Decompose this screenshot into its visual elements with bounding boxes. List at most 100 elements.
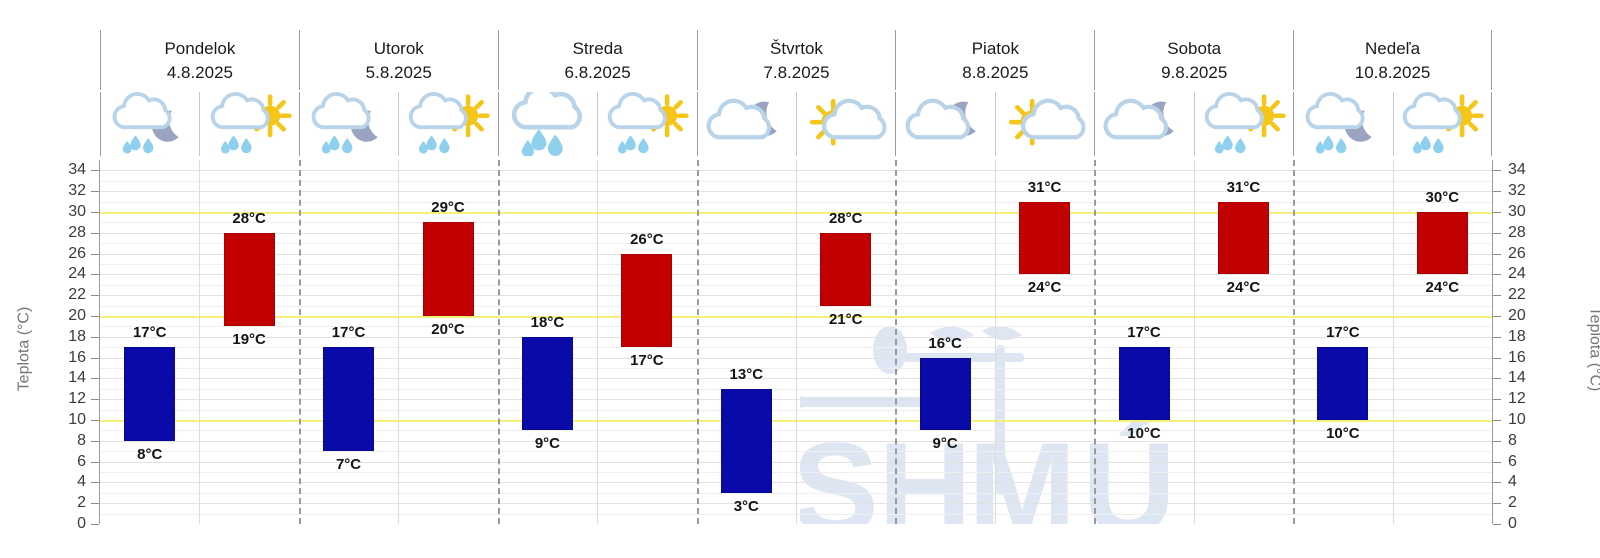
rain-cloud-sun-icon bbox=[1392, 92, 1492, 156]
y-tick-label-right-18: 18 bbox=[1508, 327, 1526, 345]
bar-low-label-day-štvrtok: 21°C bbox=[828, 310, 863, 328]
bar-low-label-night-pondelok: 8°C bbox=[137, 445, 163, 463]
temperature-bar-night-pondelok bbox=[124, 347, 176, 441]
bar-low-label-day-utorok: 20°C bbox=[431, 321, 465, 338]
y-tick-label-left-0: 0 bbox=[77, 515, 86, 532]
day-separator-6 bbox=[1293, 160, 1296, 524]
temperature-bar-night-nedeľa bbox=[1317, 347, 1369, 420]
y-tick-label-right-26: 26 bbox=[1508, 244, 1526, 262]
y-tick-left-28 bbox=[91, 232, 99, 234]
y-tick-label-right-6: 6 bbox=[1508, 452, 1517, 470]
y-tick-right-12 bbox=[1493, 399, 1501, 401]
bar-low-label-night-utorok: 7°C bbox=[335, 456, 362, 474]
bar-high-label-day-pondelok: 28°C bbox=[232, 209, 266, 227]
y-tick-left-34 bbox=[91, 170, 99, 172]
y-tick-label-left-32: 32 bbox=[68, 182, 86, 200]
temperature-bar-day-streda bbox=[621, 253, 673, 348]
y-tick-left-14 bbox=[91, 378, 99, 380]
day-header-utorok: Utorok 5.8.2025 bbox=[298, 30, 498, 90]
y-tick-label-left-16: 16 bbox=[68, 348, 86, 366]
bar-high-label-night-utorok: 17°C bbox=[331, 324, 366, 342]
temperature-bar-day-piatok bbox=[1019, 201, 1071, 275]
day-header-nedeľa: Nedeľa 10.8.2025 bbox=[1293, 30, 1492, 90]
temperature-bar-night-streda bbox=[521, 336, 573, 431]
day-name: Štvrtok bbox=[770, 38, 823, 58]
y-tick-right-30 bbox=[1493, 212, 1501, 213]
y-tick-label-right-34: 34 bbox=[1508, 161, 1526, 179]
rain-cloud-moon-icon bbox=[1293, 92, 1392, 156]
day-header-strip: Pondelok 4.8.2025 Utorok 5.8.2025 Streda 6.8.… bbox=[100, 30, 1492, 90]
bar-high-label-day-nedeľa: 30°C bbox=[1425, 189, 1460, 206]
y-tick-right-6 bbox=[1493, 461, 1501, 463]
temperature-bar-night-utorok bbox=[323, 347, 375, 452]
halfday-gridline-6 bbox=[1392, 160, 1394, 524]
bar-low-label-night-štvrtok: 3°C bbox=[733, 497, 759, 515]
y-tick-label-right-28: 28 bbox=[1508, 223, 1526, 241]
y-tick-right-2 bbox=[1493, 503, 1501, 505]
y-tick-label-left-18: 18 bbox=[68, 327, 86, 345]
bar-high-label-night-sobota: 17°C bbox=[1127, 324, 1161, 342]
bar-high-label-day-piatok: 31°C bbox=[1027, 178, 1062, 196]
day-separator-2 bbox=[497, 160, 500, 524]
y-tick-right-22 bbox=[1493, 295, 1501, 297]
y-tick-right-18 bbox=[1493, 336, 1501, 338]
y-tick-label-left-2: 2 bbox=[77, 494, 86, 512]
y-tick-label-left-22: 22 bbox=[68, 286, 86, 304]
day-name: Pondelok bbox=[164, 38, 236, 58]
bar-low-label-day-nedeľa: 24°C bbox=[1425, 279, 1460, 297]
y-tick-left-20 bbox=[91, 316, 99, 317]
y-tick-label-left-34: 34 bbox=[68, 161, 86, 179]
sun-cloud-icon bbox=[796, 92, 895, 156]
y-axis-left-line bbox=[99, 160, 100, 524]
y-tick-label-left-6: 6 bbox=[77, 452, 86, 470]
day-name: Utorok bbox=[373, 38, 424, 58]
y-tick-right-26 bbox=[1493, 253, 1501, 255]
y-tick-right-8 bbox=[1493, 440, 1501, 442]
y-tick-left-12 bbox=[91, 399, 99, 401]
y-axis-left-title: Teplota (°C) bbox=[15, 306, 33, 392]
temperature-bar-day-pondelok bbox=[223, 232, 275, 327]
y-tick-label-left-28: 28 bbox=[68, 223, 86, 241]
bar-low-label-day-streda: 17°C bbox=[630, 352, 664, 370]
y-tick-label-right-0: 0 bbox=[1508, 515, 1517, 532]
y-tick-left-6 bbox=[91, 461, 99, 463]
bar-low-label-day-piatok: 24°C bbox=[1027, 279, 1062, 297]
day-name: Streda bbox=[572, 38, 623, 58]
bar-low-label-night-piatok: 9°C bbox=[932, 435, 958, 453]
temperature-bar-night-piatok bbox=[919, 357, 971, 431]
y-tick-label-right-8: 8 bbox=[1508, 431, 1517, 449]
y-tick-label-left-24: 24 bbox=[68, 265, 86, 283]
day-header-streda: Streda 6.8.2025 bbox=[497, 30, 697, 90]
y-tick-label-left-10: 10 bbox=[68, 411, 86, 428]
rain-cloud-sun-icon bbox=[1193, 92, 1293, 156]
halfday-gridline-4 bbox=[994, 160, 996, 524]
y-tick-label-left-20: 20 bbox=[68, 307, 86, 324]
y-tick-right-28 bbox=[1493, 232, 1501, 234]
day-header-štvrtok: Štvrtok 7.8.2025 bbox=[696, 30, 896, 90]
day-name: Nedeľa bbox=[1365, 38, 1421, 58]
day-separator-1 bbox=[298, 160, 301, 524]
bar-high-label-day-streda: 26°C bbox=[630, 230, 664, 248]
y-tick-label-right-30: 30 bbox=[1508, 203, 1526, 220]
cloud-moon-icon bbox=[1094, 92, 1193, 156]
halfday-gridline-3 bbox=[796, 160, 797, 524]
cloud-moon-icon bbox=[696, 92, 796, 156]
temperature-bar-night-sobota bbox=[1118, 347, 1170, 420]
day-date: 6.8.2025 bbox=[564, 62, 631, 82]
halfday-gridline-1 bbox=[398, 160, 400, 524]
heavy-rain-cloud-icon bbox=[497, 92, 597, 156]
temperature-bar-night-štvrtok bbox=[720, 388, 772, 493]
rain-cloud-sun-icon bbox=[199, 92, 298, 156]
y-tick-label-right-16: 16 bbox=[1508, 348, 1526, 366]
temperature-bar-day-utorok bbox=[422, 222, 474, 316]
bar-high-label-night-nedeľa: 17°C bbox=[1326, 324, 1360, 342]
temperature-bar-day-štvrtok bbox=[820, 232, 872, 306]
weather-icon-strip bbox=[100, 92, 1492, 156]
y-tick-label-left-26: 26 bbox=[68, 244, 86, 262]
y-tick-right-0 bbox=[1493, 524, 1501, 525]
y-tick-left-30 bbox=[91, 212, 99, 213]
y-tick-label-right-2: 2 bbox=[1508, 494, 1517, 512]
bar-low-label-night-sobota: 10°C bbox=[1127, 425, 1161, 442]
rain-cloud-moon-icon bbox=[100, 92, 199, 156]
day-separator-5 bbox=[1094, 160, 1097, 524]
